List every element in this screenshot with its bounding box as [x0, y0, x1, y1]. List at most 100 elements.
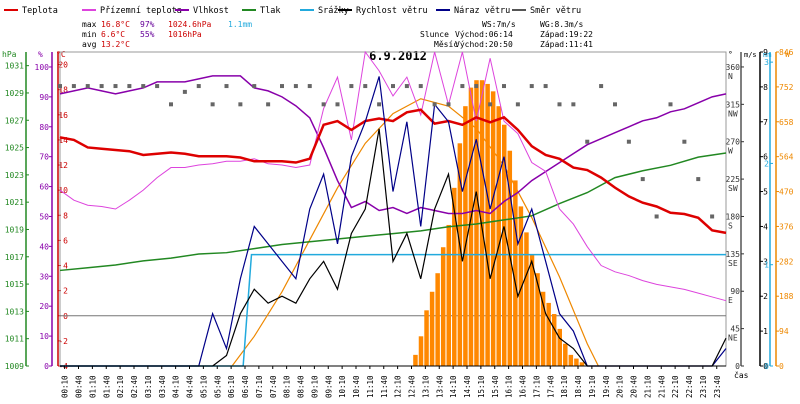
stats-rain: 1.1mm — [228, 20, 252, 29]
rain-tick-label: 1 — [764, 261, 769, 270]
wind-direction-point — [155, 84, 160, 89]
pressure-tick-label: 1025 — [5, 144, 24, 153]
direction-cardinal-label: SE — [728, 259, 738, 268]
wind-direction-point — [141, 84, 146, 89]
wind-direction-point — [474, 84, 479, 89]
humidity-tick-label: 40 — [39, 242, 49, 251]
wind-direction-point — [196, 84, 201, 89]
wind-direction-point — [460, 84, 465, 89]
x-tick-label: 06:40 — [241, 375, 250, 398]
percent-unit: % — [38, 50, 43, 59]
pressure-tick-label: 1029 — [5, 89, 24, 98]
temperature-tick-label: 10 — [58, 186, 68, 195]
solar-bar — [568, 354, 574, 366]
wind-tick-label: 6 — [763, 153, 768, 162]
pressure-tick-label: 1027 — [5, 116, 24, 125]
x-tick-label: 12:40 — [408, 375, 417, 398]
x-tick-label: 17:40 — [546, 375, 555, 398]
wind-direction-point — [515, 102, 520, 107]
solar-tick-label: 470 — [779, 188, 794, 197]
temperature-tick-label: 4 — [63, 262, 68, 271]
x-tick-label: 10:10 — [338, 375, 347, 398]
moon-label: Měsíc — [434, 40, 458, 49]
celsius-unit: °C — [56, 50, 66, 59]
temperature-tick-label: 2 — [63, 287, 68, 296]
wind-direction-point — [182, 89, 187, 94]
solar-bar — [413, 354, 418, 366]
x-axis: 00:10 00:40 01:10 01:40 02:10 02:40 03:10 03:40… — [60, 365, 749, 398]
wind-tick-label: 8 — [763, 83, 768, 92]
solar-bar — [546, 302, 551, 366]
x-tick-label: 13:10 — [421, 375, 430, 398]
humidity-tick-label: 20 — [39, 302, 49, 311]
x-tick-label: 09:10 — [310, 375, 319, 398]
legend-label: Přízemní teplota — [100, 6, 182, 16]
x-tick-label: 07:40 — [269, 375, 278, 398]
pressure-tick-label: 1019 — [5, 225, 24, 234]
solar-tick-label: 376 — [779, 222, 794, 231]
solar-bar — [529, 254, 535, 366]
wind-tick-label: 2 — [763, 292, 768, 301]
wind-direction-point — [404, 84, 409, 89]
wind-tick-label: 4 — [763, 222, 768, 231]
solar-bar — [518, 206, 524, 366]
wind-direction-point — [321, 102, 326, 107]
humidity-tick-label: 70 — [39, 153, 49, 162]
x-tick-label: 11:10 — [366, 375, 375, 398]
direction-cardinal-label: NW — [728, 109, 738, 118]
humidity-tick-label: 80 — [39, 123, 49, 132]
x-tick-label: 18:40 — [574, 375, 583, 398]
legend-label: Vlhkost — [193, 6, 229, 16]
stats-panel: max 16.8°C 97% 1024.6hPa 1.1mm min 6.6°C 55% 101… — [82, 20, 593, 49]
stats-wind-gust: WG:8.3m/s — [540, 20, 584, 29]
wind-direction-point — [682, 139, 687, 144]
solar-bar — [424, 310, 429, 366]
wind-direction-point — [626, 139, 631, 144]
wind-direction-point — [71, 84, 76, 89]
rain-tick-label: 2 — [764, 159, 769, 168]
humidity-tick-label: 0 — [44, 362, 49, 371]
direction-cardinal-label: W — [728, 147, 733, 156]
x-tick-label: 23:10 — [699, 375, 708, 398]
x-tick-label: 04:40 — [186, 375, 195, 398]
humidity-tick-label: 10 — [39, 332, 49, 341]
stats-pressure: 1016hPa — [168, 30, 202, 39]
solar-bar — [574, 358, 579, 366]
temperature-tick-label: 14 — [58, 136, 68, 145]
x-axis-label: čas — [734, 370, 749, 380]
pressure-tick-label: 1017 — [5, 253, 24, 262]
wind-direction-point — [502, 84, 506, 89]
pressure-tick-label: 1015 — [5, 280, 24, 289]
wind-direction-point — [238, 102, 243, 107]
direction-cardinal-label: E — [728, 296, 733, 305]
moonset-time: Západ:11:41 — [540, 40, 593, 49]
wind-direction-point — [280, 84, 284, 89]
x-tick-label: 13:40 — [435, 375, 444, 398]
x-tick-label: 18:10 — [560, 375, 569, 398]
x-tick-label: 04:10 — [172, 375, 181, 398]
wind-direction-point — [571, 102, 576, 107]
stats-label: avg — [82, 40, 97, 49]
wind-direction-point — [363, 84, 368, 89]
x-tick-label: 08:40 — [297, 375, 306, 398]
temperature-tick-label: 6 — [63, 236, 68, 245]
solar-bar — [418, 336, 424, 366]
x-tick-label: 06:10 — [227, 375, 236, 398]
wind-direction-point — [599, 84, 604, 89]
temperature-tick-label: 18 — [58, 86, 68, 95]
solar-bar — [446, 224, 451, 366]
direction-cardinal-label: N — [728, 72, 733, 81]
wind-direction-point — [640, 177, 645, 182]
sunrise-time: Východ:06:14 — [455, 30, 513, 39]
solar-bar — [490, 91, 496, 367]
humidity-tick-label: 60 — [39, 183, 49, 192]
x-tick-label: 23:40 — [713, 375, 722, 398]
stats-temp: 13.2°C — [101, 40, 130, 49]
wind-direction-point — [557, 102, 562, 107]
wind-direction-point — [585, 139, 590, 144]
x-tick-label: 17:10 — [532, 375, 541, 398]
solar-bar — [563, 343, 568, 366]
x-tick-label: 03:10 — [144, 375, 153, 398]
solar-bar — [535, 273, 540, 366]
